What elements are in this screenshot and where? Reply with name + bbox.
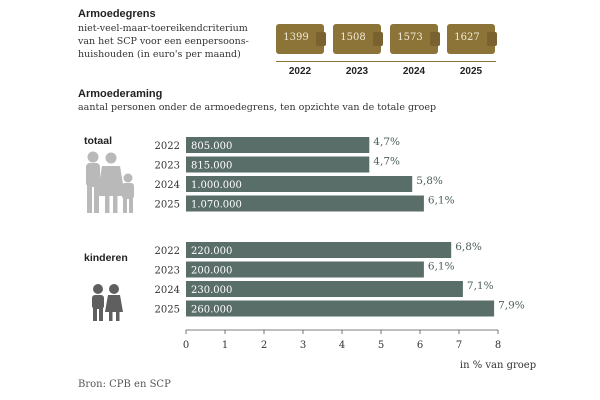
- percent-label: 6,8%: [455, 241, 482, 253]
- year-label: 2022: [155, 246, 180, 257]
- count-label: 815.000: [191, 161, 232, 172]
- group-label-totaal: totaal: [84, 135, 113, 147]
- year-label: 2023: [155, 266, 180, 277]
- x-tick-label: 6: [417, 340, 423, 351]
- wallet-clasp: [316, 32, 326, 46]
- bar-kinderen-2024: [186, 281, 463, 297]
- poverty-estimate-title: Armoederaming: [78, 88, 163, 100]
- year-label: 2025: [155, 305, 180, 316]
- wallet-clasp: [430, 32, 440, 46]
- source-note: Bron: CPB en SCP: [78, 379, 171, 390]
- count-label: 200.000: [191, 266, 232, 277]
- subtitle-line-3: huishouden (in euro's per maand): [78, 49, 241, 60]
- bar-totaal-2022: [186, 137, 370, 153]
- count-label: 220.000: [191, 246, 232, 257]
- x-tick-label: 3: [300, 340, 306, 351]
- percent-label: 4,7%: [373, 156, 400, 168]
- subtitle-line-1: niet-veel-maar-toereikendcriterium: [78, 23, 248, 34]
- x-tick-label: 0: [183, 340, 189, 351]
- percent-label: 7,1%: [467, 280, 494, 292]
- x-tick-label: 2: [261, 340, 267, 351]
- year-label: 2023: [155, 161, 180, 172]
- wallet-icon: 1573: [390, 24, 440, 54]
- wallet-amount: 1399: [283, 32, 309, 43]
- wallet-icon: 1627: [447, 24, 497, 54]
- bar-kinderen-2022: [186, 242, 452, 258]
- count-label: 260.000: [191, 305, 232, 316]
- x-tick-label: 7: [456, 340, 462, 351]
- wallet-clasp: [487, 32, 497, 46]
- bar-totaal-2023: [186, 156, 370, 173]
- wallet-divider: [276, 61, 496, 62]
- percent-label: 6,1%: [428, 195, 455, 207]
- wallet-icon: 1399: [276, 24, 326, 54]
- bar-totaal-2024: [186, 176, 413, 192]
- x-tick-label: 8: [495, 340, 501, 351]
- x-tick-label: 5: [378, 340, 384, 351]
- bar-totaal-2025: [186, 195, 424, 212]
- wallet-year: 2024: [402, 66, 426, 77]
- year-label: 2022: [155, 141, 180, 152]
- subtitle-line-2: van het SCP voor een eenpersoons-: [78, 36, 249, 47]
- percent-label: 4,7%: [373, 136, 400, 148]
- poverty-estimate-subtitle: aantal personen onder de armoedegrens, t…: [78, 102, 437, 113]
- wallet-year: 2023: [345, 66, 369, 77]
- x-axis-label: in % van groep: [460, 360, 536, 371]
- year-label: 2024: [155, 285, 180, 296]
- bar-kinderen-2025: [186, 300, 495, 317]
- wallet-year: 2022: [288, 66, 312, 77]
- wallet-year: 2025: [459, 66, 483, 77]
- group-label-kinderen: kinderen: [84, 252, 128, 264]
- percent-label: 5,8%: [416, 175, 443, 187]
- percent-label: 6,1%: [428, 261, 455, 273]
- x-tick-label: 1: [222, 340, 228, 351]
- count-label: 1.000.000: [191, 180, 242, 191]
- wallet-amount: 1573: [397, 32, 423, 43]
- bar-kinderen-2023: [186, 261, 424, 278]
- year-label: 2024: [155, 180, 180, 191]
- poverty-line-title: Armoedegrens: [78, 8, 156, 20]
- percent-label: 7,9%: [498, 300, 525, 312]
- count-label: 1.070.000: [191, 200, 242, 211]
- count-label: 230.000: [191, 285, 232, 296]
- family-icon: [86, 151, 134, 213]
- year-label: 2025: [155, 200, 180, 211]
- wallet-icon: 1508: [333, 24, 383, 54]
- children-icon: [92, 284, 123, 321]
- count-label: 805.000: [191, 141, 232, 152]
- wallet-clasp: [373, 32, 383, 46]
- wallet-amount: 1508: [340, 32, 366, 43]
- poverty-line-subtitle: niet-veel-maar-toereikendcriterium van h…: [78, 22, 249, 61]
- wallet-amount: 1627: [454, 32, 480, 43]
- x-tick-label: 4: [339, 340, 345, 351]
